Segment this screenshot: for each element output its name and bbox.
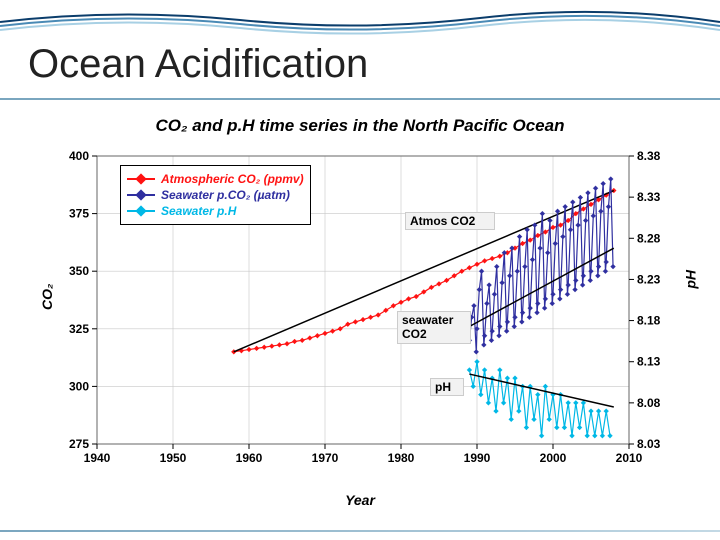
callout-label: pH (430, 378, 464, 396)
chart-title: CO₂ and p.H time series in the North Pac… (35, 116, 685, 136)
callout-label: seawaterCO2 (397, 311, 471, 344)
chart-container: CO₂ and p.H time series in the North Pac… (35, 110, 685, 510)
footer-line (0, 530, 720, 532)
slide: Ocean Acidification CO₂ and p.H time ser… (0, 0, 720, 540)
wave-decoration (0, 0, 720, 48)
callouts-layer: Atmos CO2 seawaterCO2 pH (35, 146, 685, 486)
x-axis-label: Year (345, 492, 375, 508)
title-underline (0, 98, 720, 100)
y-axis-right-label: pH (683, 270, 699, 289)
callout-label: Atmos CO2 (405, 212, 495, 230)
slide-title: Ocean Acidification (28, 42, 368, 87)
